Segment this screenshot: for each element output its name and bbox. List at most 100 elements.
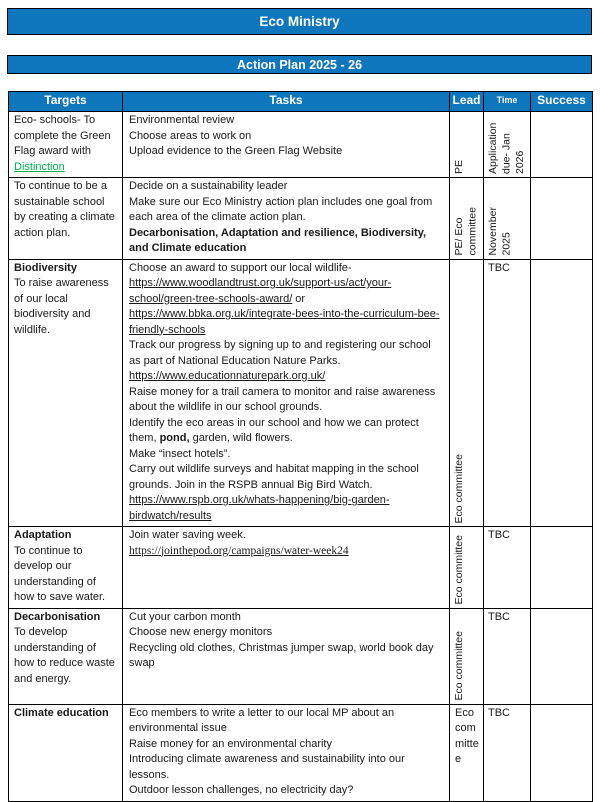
table-row: Adaptation To continue to develop our und…: [8, 526, 593, 609]
lead-rotated-text: PE: [453, 159, 465, 174]
task-link[interactable]: https://jointhepod.org/campaigns/water-w…: [129, 544, 349, 557]
task-line: https://www.bbka.org.uk/integrate-bees-i…: [129, 307, 445, 338]
task-line: https://www.rspb.org.uk/whats-happening/…: [129, 493, 445, 524]
highlighted-text: Distinction: [14, 160, 65, 173]
task-link[interactable]: https://www.educationnaturepark.org.uk/: [129, 370, 326, 382]
table-row: To continue to be a sustainable school b…: [8, 177, 593, 260]
column-header-success: Success: [530, 91, 593, 112]
lead-rotated-text: PE/ Eco committee: [453, 207, 479, 256]
text-run: Upload evidence to the Green Flag Websit…: [129, 145, 343, 157]
text-run: or: [292, 292, 306, 305]
target-line: Decarbonisation: [14, 610, 118, 626]
time-rotated-text: November 2025: [487, 207, 513, 256]
lead-rotated-text: Eco committee: [453, 453, 465, 523]
target-line: Eco- schools- To complete the Green Flag…: [14, 113, 118, 175]
column-header-time: Time: [483, 91, 531, 112]
lead-cell: PE: [449, 111, 484, 178]
task-line: Make “insect hotels”.: [129, 447, 445, 463]
task-line: https://jointhepod.org/campaigns/water-w…: [129, 544, 445, 560]
text-run: Adaptation: [14, 529, 72, 541]
task-link[interactable]: https://www.rspb.org.uk/whats-happening/…: [129, 494, 390, 522]
task-line: Cut your carbon month: [129, 610, 445, 626]
time-cell: TBC: [483, 703, 531, 802]
task-line: Choose areas to work on: [129, 129, 445, 145]
time-text: TBC: [488, 261, 510, 274]
task-line: Eco members to write a letter to our loc…: [129, 706, 445, 737]
target-cell: Adaptation To continue to develop our und…: [8, 526, 123, 609]
column-header-tasks: Tasks: [122, 91, 450, 112]
text-run: Join water saving week.: [129, 529, 246, 541]
task-line: Raise money for a trail camera to monito…: [129, 385, 445, 416]
text-run: To raise awareness of our local biodiver…: [14, 277, 112, 336]
text-run: Climate education: [14, 706, 109, 719]
success-cell: [530, 177, 593, 260]
text-run: Eco members to write a letter to our loc…: [129, 706, 398, 735]
time-cell: TBC: [483, 258, 531, 527]
lead-text: Eco committee: [455, 706, 479, 766]
text-run: Carry out wildlife surveys and habitat m…: [129, 463, 422, 491]
task-line: Choose new energy monitors: [129, 625, 445, 641]
target-cell: Biodiversity To raise awareness of our lo…: [8, 258, 123, 527]
text-run: Decarbonisation: [14, 610, 101, 623]
target-line: Climate education: [14, 706, 118, 722]
text-run: Make sure our Eco Ministry action plan i…: [129, 195, 436, 224]
lead-cell: Eco committee: [449, 607, 484, 705]
text-run: Cut your carbon month: [129, 610, 241, 623]
target-line: To raise awareness of our local biodiver…: [14, 276, 118, 338]
text-run: To continue to develop our understanding…: [14, 544, 106, 604]
text-run: Decide on a sustainability leader: [129, 180, 288, 192]
tasks-cell: Join water saving week. https://jointhepo…: [122, 526, 450, 609]
lead-cell: Eco committee: [449, 258, 484, 527]
task-line: Make sure our Eco Ministry action plan i…: [129, 195, 445, 226]
task-link[interactable]: https://www.woodlandtrust.org.uk/support…: [129, 277, 392, 305]
text-run: Eco- schools- To complete the Green Flag…: [14, 114, 114, 157]
target-cell: To continue to be a sustainable school b…: [8, 177, 123, 260]
column-header-lead: Lead: [449, 91, 484, 112]
tasks-cell: Eco members to write a letter to our loc…: [122, 703, 450, 802]
table-header-row: Targets Tasks Lead Time Success: [8, 91, 593, 112]
text-run: garden, wild flowers.: [189, 432, 293, 444]
column-header-targets: Targets: [8, 91, 123, 112]
task-line: Join water saving week.: [129, 528, 445, 544]
text-run: Raise money for a trail camera to monito…: [129, 385, 439, 414]
text-run: Identify the eco areas in our school and…: [129, 416, 422, 445]
task-line: Carry out wildlife surveys and habitat m…: [129, 462, 445, 493]
text-run: Choose an award to support our local wil…: [129, 261, 352, 274]
time-cell: TBC: [483, 607, 531, 705]
table-row: Eco- schools- To complete the Green Flag…: [8, 111, 593, 178]
lead-cell: Eco committee: [449, 703, 484, 802]
time-text: TBC: [488, 610, 510, 623]
task-line: Raise money for an environmental charity: [129, 737, 445, 753]
text-run: Introducing climate awareness and sustai…: [129, 753, 408, 781]
target-line: Adaptation: [14, 528, 118, 544]
target-line: To continue to develop our understanding…: [14, 544, 118, 606]
success-cell: [530, 607, 593, 705]
task-line: Outdoor lesson challenges, no electricit…: [129, 783, 445, 799]
task-line: https://www.educationnaturepark.org.uk/: [129, 369, 445, 385]
lead-rotated-text: Eco committee: [453, 631, 465, 701]
text-run: Choose new energy monitors: [129, 626, 273, 638]
target-line: To continue to be a sustainable school b…: [14, 179, 118, 241]
task-link[interactable]: https://www.bbka.org.uk/integrate-bees-i…: [129, 308, 440, 336]
tasks-cell: Decide on a sustainability leader Make su…: [122, 177, 450, 260]
text-run: Decarbonisation, Adaptation and resilien…: [129, 226, 430, 255]
task-line: Recycling old clothes, Christmas jumper …: [129, 641, 445, 672]
text-run: To continue to be a sustainable school b…: [14, 180, 118, 239]
action-plan-subtitle-bar: Action Plan 2025 - 26: [7, 55, 592, 74]
time-cell: Application due- Jan 2026: [483, 111, 531, 178]
document-title-bar: Eco Ministry: [7, 8, 592, 35]
text-run: Choose areas to work on: [129, 129, 252, 142]
document-title: Eco Ministry: [259, 14, 340, 29]
text-run: Biodiversity: [14, 261, 77, 274]
task-line: Decarbonisation, Adaptation and resilien…: [129, 226, 445, 257]
tasks-cell: Environmental review Choose areas to work…: [122, 111, 450, 178]
text-run: To develop understanding of how to reduc…: [14, 626, 118, 685]
target-line: Biodiversity: [14, 261, 118, 277]
text-run: Outdoor lesson challenges, no electricit…: [129, 784, 354, 796]
task-line: Track our progress by signing up to and …: [129, 338, 445, 369]
lead-rotated-text: Eco committee: [453, 535, 465, 605]
text-run: Raise money for an environmental charity: [129, 737, 332, 750]
task-line: Upload evidence to the Green Flag Websit…: [129, 144, 445, 160]
task-line: Decide on a sustainability leader: [129, 179, 445, 195]
text-run: Track our progress by signing up to and …: [129, 339, 434, 367]
